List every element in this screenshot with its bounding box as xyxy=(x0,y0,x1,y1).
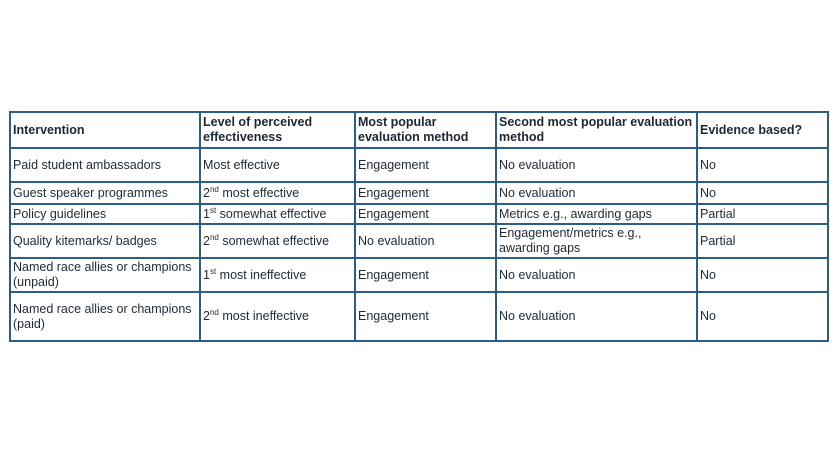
cell-most-popular: No evaluation xyxy=(354,223,497,259)
table-row: Policy guidelines 1st somewhat effective… xyxy=(9,203,829,225)
cell-most-popular: Engagement xyxy=(354,147,497,183)
cell-level: 2nd somewhat effective xyxy=(199,223,356,259)
cell-most-popular: Engagement xyxy=(354,257,497,293)
cell-evidence: No xyxy=(696,181,829,205)
cell-level: 2nd most effective xyxy=(199,181,356,205)
cell-most-popular: Engagement xyxy=(354,291,497,342)
cell-second-popular: No evaluation xyxy=(495,147,698,183)
table-row: Paid student ambassadors Most effective … xyxy=(9,147,829,183)
cell-intervention: Quality kitemarks/ badges xyxy=(9,223,201,259)
cell-intervention: Named race allies or champions (unpaid) xyxy=(9,257,201,293)
table-row: Guest speaker programmes 2nd most effect… xyxy=(9,181,829,205)
cell-intervention: Paid student ambassadors xyxy=(9,147,201,183)
cell-evidence: Partial xyxy=(696,203,829,225)
header-intervention: Intervention xyxy=(9,111,201,149)
cell-level: 1st most ineffective xyxy=(199,257,356,293)
cell-intervention: Named race allies or champions (paid) xyxy=(9,291,201,342)
cell-second-popular: No evaluation xyxy=(495,181,698,205)
header-second-most-popular-method: Second most popular evaluation method xyxy=(495,111,698,149)
header-evidence-based: Evidence based? xyxy=(696,111,829,149)
cell-level: 1st somewhat effective xyxy=(199,203,356,225)
cell-level: Most effective xyxy=(199,147,356,183)
table-header-row: Intervention Level of perceived effectiv… xyxy=(9,111,829,149)
header-most-popular-method: Most popular evaluation method xyxy=(354,111,497,149)
table-row: Named race allies or champions (paid) 2n… xyxy=(9,291,829,342)
cell-second-popular: No evaluation xyxy=(495,291,698,342)
cell-evidence: Partial xyxy=(696,223,829,259)
cell-second-popular: Engagement/metrics e.g., awarding gaps xyxy=(495,223,698,259)
table-row: Named race allies or champions (unpaid) … xyxy=(9,257,829,293)
cell-level: 2nd most ineffective xyxy=(199,291,356,342)
cell-most-popular: Engagement xyxy=(354,181,497,205)
cell-evidence: No xyxy=(696,257,829,293)
interventions-table: Intervention Level of perceived effectiv… xyxy=(9,111,829,342)
cell-most-popular: Engagement xyxy=(354,203,497,225)
cell-evidence: No xyxy=(696,147,829,183)
cell-evidence: No xyxy=(696,291,829,342)
cell-second-popular: No evaluation xyxy=(495,257,698,293)
table-row: Quality kitemarks/ badges 2nd somewhat e… xyxy=(9,223,829,259)
header-level-of-effectiveness: Level of perceived effectiveness xyxy=(199,111,356,149)
cell-intervention: Policy guidelines xyxy=(9,203,201,225)
cell-second-popular: Metrics e.g., awarding gaps xyxy=(495,203,698,225)
cell-intervention: Guest speaker programmes xyxy=(9,181,201,205)
